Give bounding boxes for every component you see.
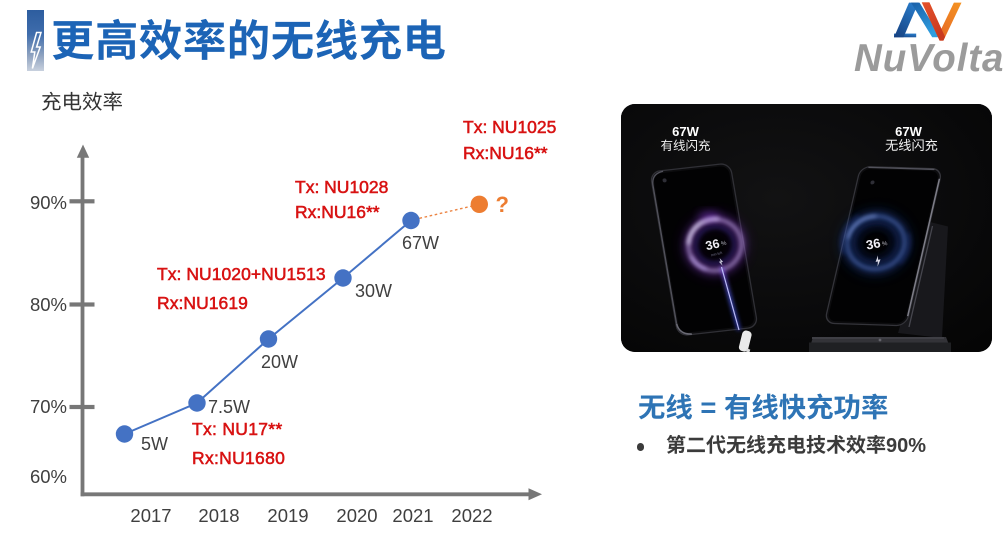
svg-text:NuVolta: NuVolta	[854, 37, 1004, 76]
svg-text:36: 36	[704, 236, 721, 253]
svg-text:%: %	[881, 241, 888, 248]
svg-text:min left: min left	[710, 251, 722, 258]
svg-text:%: %	[720, 241, 727, 248]
svg-text:36: 36	[864, 235, 881, 252]
